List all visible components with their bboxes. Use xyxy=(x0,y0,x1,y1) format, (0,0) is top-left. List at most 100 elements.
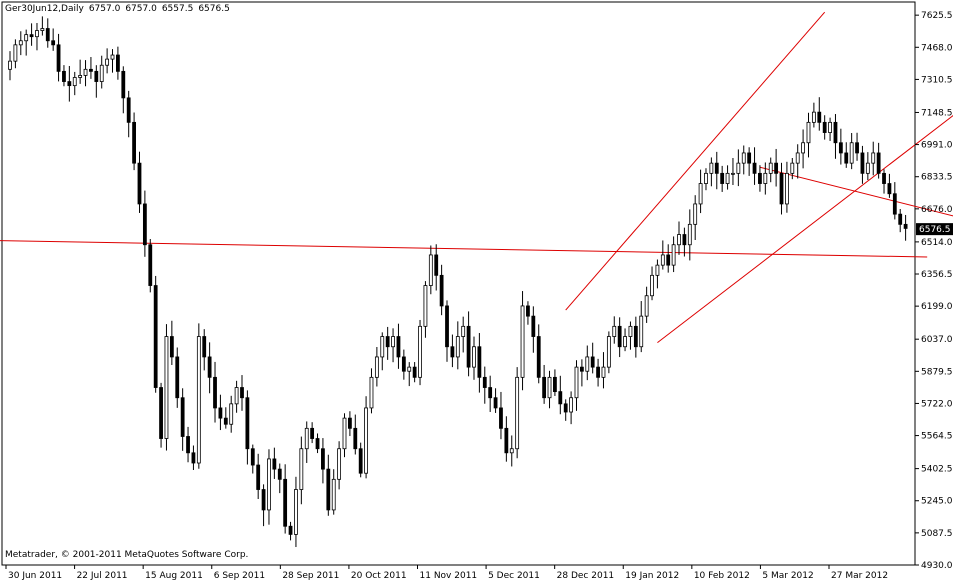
candle-body-up xyxy=(391,336,395,348)
y-tick-label: 5087.5 xyxy=(921,529,953,539)
candle-body-up xyxy=(811,111,816,123)
candle-body-down xyxy=(148,244,153,286)
candle xyxy=(310,422,315,444)
y-tick-label: 6356.5 xyxy=(921,270,953,280)
candle xyxy=(838,128,843,165)
x-tick-label: 27 Mar 2012 xyxy=(831,571,888,581)
candle xyxy=(741,145,746,175)
candle xyxy=(256,453,261,500)
candle-body-down xyxy=(439,274,444,307)
copyright-text: Metatrader, © 2001-2011 MetaQuotes Softw… xyxy=(5,550,249,560)
candle-body-up xyxy=(871,152,876,164)
candle xyxy=(89,57,93,79)
x-tick-label: 10 Feb 2012 xyxy=(694,571,750,581)
candle xyxy=(569,391,574,425)
candle xyxy=(288,521,293,541)
candle xyxy=(617,317,622,358)
candle xyxy=(504,416,509,462)
candle-body-up xyxy=(623,336,627,348)
candle-body-up xyxy=(164,336,169,439)
candle-body-up xyxy=(520,305,525,378)
candle xyxy=(277,463,282,494)
candle-body-up xyxy=(677,234,681,246)
candle xyxy=(374,347,379,387)
candle xyxy=(509,435,514,467)
candle xyxy=(515,367,520,459)
candle-body-down xyxy=(245,397,250,450)
y-tick-label: 7625.5 xyxy=(921,11,953,21)
candle-body-up xyxy=(374,356,379,378)
candle xyxy=(358,442,363,478)
candle xyxy=(682,227,687,257)
candle xyxy=(768,157,773,183)
candle xyxy=(655,259,660,289)
candle-body-down xyxy=(466,325,471,368)
candle-body-up xyxy=(795,152,800,164)
channel-upper-line[interactable] xyxy=(565,11,826,311)
x-tick-label: 22 Jul 2011 xyxy=(77,571,128,581)
open-value: 6757.0 xyxy=(88,4,121,14)
candle-body-down xyxy=(903,223,908,229)
candle-body-down xyxy=(223,417,228,425)
candle xyxy=(903,214,908,241)
horizontal-support-line[interactable] xyxy=(0,240,928,258)
x-tick-label: 5 Mar 2012 xyxy=(762,571,813,581)
candle-body-down xyxy=(633,325,638,348)
candle xyxy=(779,162,784,215)
candle-body-down xyxy=(315,438,320,450)
candle-body-down xyxy=(752,162,757,174)
candle-body-down xyxy=(132,121,136,164)
candle xyxy=(606,331,611,374)
candle-body-up xyxy=(574,366,579,399)
candle-body-down xyxy=(175,356,180,399)
candle xyxy=(671,236,676,273)
candle xyxy=(439,264,444,316)
candle xyxy=(898,208,903,233)
candle xyxy=(294,476,298,548)
candle xyxy=(401,349,406,380)
channel-lower-line[interactable] xyxy=(657,77,953,344)
candle-body-up xyxy=(671,244,676,266)
candle-body-down xyxy=(887,183,892,195)
candle-body-down xyxy=(596,366,600,378)
candle-body-down xyxy=(817,111,822,123)
candle-body-down xyxy=(714,162,719,174)
descending-trend-line[interactable] xyxy=(759,166,953,228)
candle-body-down xyxy=(747,152,752,164)
candle-body-down xyxy=(288,525,293,535)
candle-body-down xyxy=(207,356,212,378)
candle-body-down xyxy=(504,427,509,454)
candle-body-down xyxy=(412,366,417,378)
candle-body-up xyxy=(267,458,271,511)
candle xyxy=(704,168,708,191)
candle xyxy=(175,347,180,408)
candle xyxy=(105,48,110,74)
candle-body-up xyxy=(606,336,611,368)
candle-body-up xyxy=(731,172,735,175)
candle xyxy=(887,173,892,198)
candle xyxy=(833,114,838,159)
y-tick-label: 5722.0 xyxy=(921,399,953,409)
candle-body-up xyxy=(35,30,39,38)
candle-body-down xyxy=(272,458,277,470)
candle-body-down xyxy=(116,54,120,72)
candle-body-down xyxy=(169,336,174,358)
candle-body-up xyxy=(698,183,703,205)
candle-body-down xyxy=(488,387,493,399)
candle xyxy=(585,345,590,381)
candle-body-up xyxy=(196,336,201,464)
candle-body-down xyxy=(347,417,352,429)
candle-body-down xyxy=(876,152,881,174)
candle xyxy=(169,320,174,365)
candle xyxy=(186,426,190,463)
candle xyxy=(547,370,552,409)
candle xyxy=(159,382,163,448)
candle xyxy=(698,169,703,214)
candle-body-down xyxy=(51,40,56,46)
candle xyxy=(137,151,142,213)
candle-body-up xyxy=(342,417,347,450)
candle xyxy=(153,275,158,393)
candle-body-up xyxy=(369,376,374,409)
candle xyxy=(596,358,600,387)
